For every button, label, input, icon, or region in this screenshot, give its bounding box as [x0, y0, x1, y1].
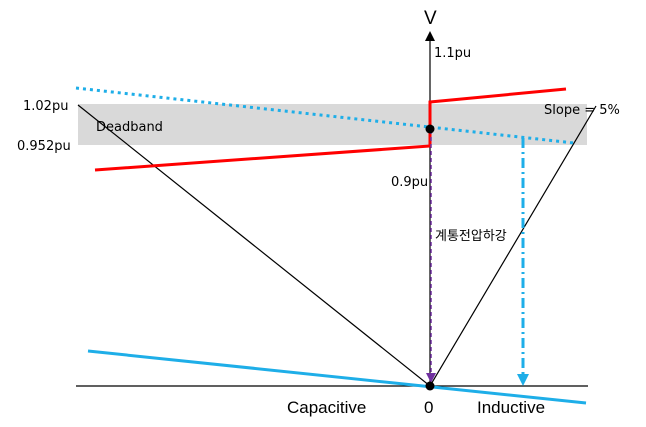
capacitive-limit-line	[77, 104, 431, 387]
capacitive-label: Capacitive	[287, 398, 366, 417]
vi-characteristic-red	[94, 87, 567, 172]
slope-label: Slope = 5%	[544, 103, 620, 118]
label-1-02pu: 1.02pu	[23, 99, 68, 114]
v-axis-label: V	[424, 8, 437, 29]
inductive-limit-line	[429, 105, 597, 387]
system-voltage-drop-label: 계통전압하강	[435, 229, 507, 244]
label-0-9pu: 0.9pu	[391, 175, 428, 190]
inductive-label: Inductive	[477, 398, 545, 417]
operating-point-upper	[425, 124, 435, 134]
label-0-952pu: 0.952pu	[17, 139, 71, 154]
label-1-1pu: 1.1pu	[434, 46, 471, 61]
origin-label: 0	[424, 398, 433, 417]
system-load-line-lower	[87, 349, 587, 405]
deadband-band	[78, 104, 587, 145]
operating-point-origin	[425, 381, 435, 391]
deadband-label: Deadband	[96, 120, 163, 135]
